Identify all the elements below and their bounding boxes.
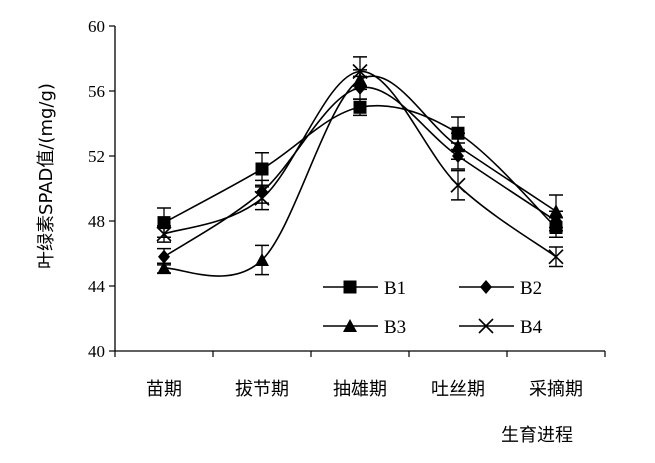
x-tick-label: 苗期 <box>146 379 182 400</box>
legend: B1 B2 B3 B4 <box>323 278 543 338</box>
data-point-b2 <box>550 214 562 228</box>
data-point-b3 <box>255 253 269 266</box>
data-point-b4 <box>254 190 270 206</box>
marker-x-stroke <box>352 63 368 80</box>
y-tick-label: 44 <box>88 277 106 296</box>
data-point-b1 <box>353 100 367 114</box>
legend-label: B3 <box>384 317 406 338</box>
data-point-b4 <box>548 249 564 265</box>
marker-x-stroke <box>478 318 494 334</box>
marker-x-stroke <box>450 177 466 193</box>
marker-x-stroke <box>254 190 270 206</box>
marker-x-stroke <box>548 249 564 265</box>
legend-label: B4 <box>520 317 543 338</box>
data-point-b3 <box>157 261 171 275</box>
data-point-b1 <box>157 216 171 230</box>
data-point-b4 <box>352 63 368 80</box>
legend-marker <box>343 280 357 294</box>
legend-item-b2: B2 <box>459 278 542 299</box>
y-axis: 40 44 48 52 56 60 <box>88 17 116 361</box>
x-tick-label: 吐丝期 <box>431 379 485 400</box>
legend-label: B1 <box>384 278 406 299</box>
data-point-b4 <box>156 226 172 242</box>
data-point-b1 <box>255 162 269 176</box>
markers <box>156 63 564 275</box>
legend-marker <box>478 318 494 334</box>
legend-marker <box>480 280 492 294</box>
legend-item-b3: B3 <box>323 317 406 338</box>
y-tick-label: 56 <box>88 82 105 101</box>
series-line-b1 <box>163 104 557 229</box>
data-point-b2 <box>452 149 464 163</box>
x-tick-label: 拔节期 <box>235 379 289 400</box>
data-point-b3 <box>451 139 465 153</box>
x-tick-label: 抽雄期 <box>333 379 387 400</box>
data-point-b2 <box>158 249 170 264</box>
y-tick-label: 52 <box>88 147 105 166</box>
legend-item-b4: B4 <box>459 317 543 338</box>
y-axis-title: 叶绿素SPAD值/(mg/g) <box>36 83 57 269</box>
x-tick-label: 采摘期 <box>529 379 583 400</box>
x-axis-title: 生育进程 <box>501 425 573 446</box>
data-point-b3 <box>353 72 367 86</box>
y-tick-label: 48 <box>88 212 105 231</box>
marker-x-stroke <box>156 226 172 242</box>
legend-marker <box>343 319 357 332</box>
legend-item-b1: B1 <box>323 278 406 299</box>
data-point-b4 <box>450 177 466 193</box>
y-tick-label: 40 <box>88 342 105 361</box>
legend-label: B2 <box>520 278 542 299</box>
data-point-b3 <box>549 204 563 218</box>
y-tick-label: 60 <box>88 17 105 36</box>
x-axis: 苗期 拔节期 抽雄期 吐丝期 采摘期 <box>114 350 606 400</box>
data-point-b1 <box>451 126 465 140</box>
